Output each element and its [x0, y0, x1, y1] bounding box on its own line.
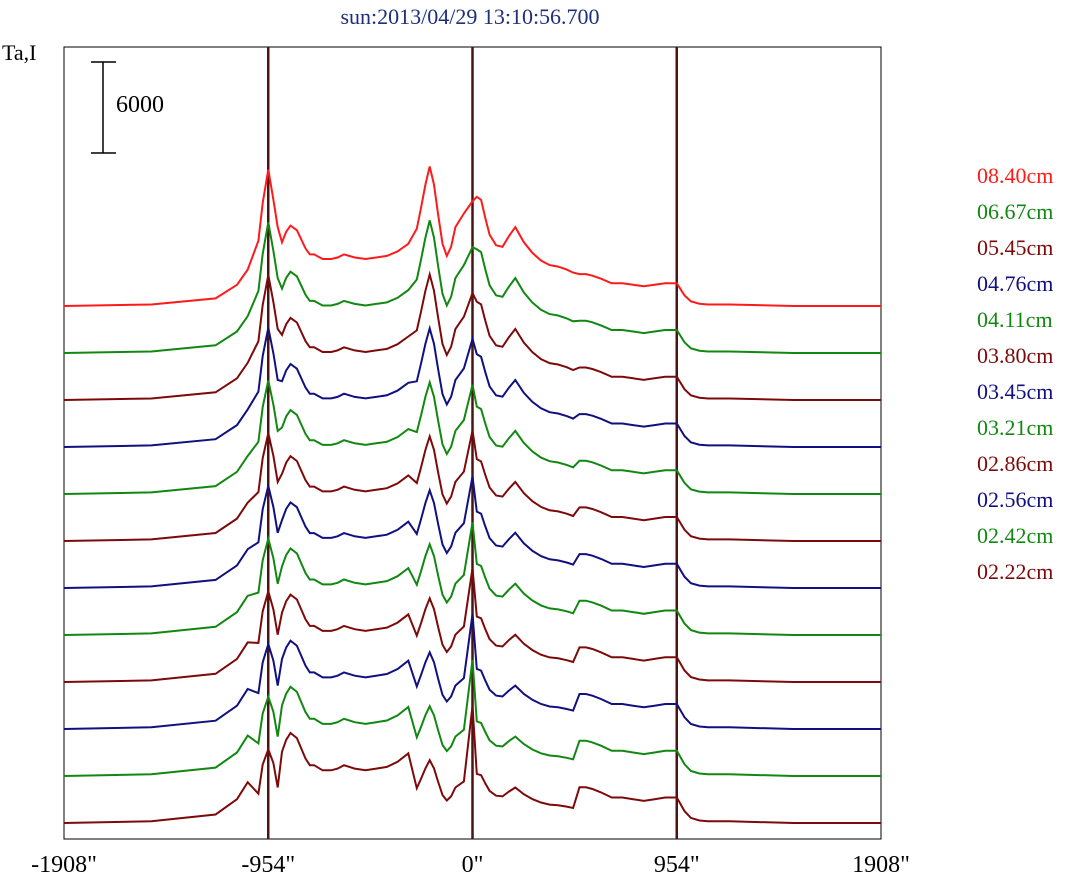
trace-04.76cm [63, 324, 881, 448]
x-tick-label-0: -1908" [31, 852, 97, 878]
legend-item-08.40cm: 08.40cm [977, 163, 1054, 188]
legend: 08.40cm 06.67cm 05.45cm 04.76cm 04.11cm 03.80… [977, 160, 1053, 592]
trace-05.45cm [63, 270, 881, 401]
x-tick-label-1: -954" [241, 852, 296, 878]
trace-03.80cm [63, 430, 881, 542]
scale-bar-label: 6000 [116, 92, 164, 118]
legend-item-02.22cm: 02.22cm [977, 559, 1054, 584]
x-tick-label-4: 1908" [852, 852, 910, 878]
legend-item-03.21cm: 03.21cm [977, 415, 1054, 440]
legend-item-03.45cm: 03.45cm [977, 379, 1054, 404]
trace-08.40cm [63, 166, 881, 307]
x-tick-label-2: 0" [461, 852, 484, 878]
legend-item-03.80cm: 03.80cm [977, 343, 1054, 368]
legend-item-02.56cm: 02.56cm [977, 487, 1054, 512]
legend-item-04.76cm: 04.76cm [977, 271, 1054, 296]
legend-item-02.86cm: 02.86cm [977, 451, 1054, 476]
legend-item-04.11cm: 04.11cm [977, 307, 1053, 332]
trace-03.45cm [63, 476, 881, 589]
legend-item-06.67cm: 06.67cm [977, 199, 1054, 224]
chart-title: sun:2013/04/29 13:10:56.700 [340, 4, 600, 29]
x-tick-label-3: 954" [653, 852, 700, 878]
trace-03.21cm [63, 522, 881, 636]
legend-item-02.42cm: 02.42cm [977, 523, 1054, 548]
traces [63, 166, 881, 824]
trace-02.86cm [63, 568, 881, 683]
legend-item-05.45cm: 05.45cm [977, 235, 1054, 260]
trace-02.22cm [63, 705, 881, 824]
trace-06.67cm [63, 220, 881, 354]
trace-04.11cm [63, 378, 881, 495]
y-axis-label: Ta,I [2, 40, 37, 65]
trace-02.42cm [63, 659, 881, 777]
trace-02.56cm [63, 613, 881, 730]
